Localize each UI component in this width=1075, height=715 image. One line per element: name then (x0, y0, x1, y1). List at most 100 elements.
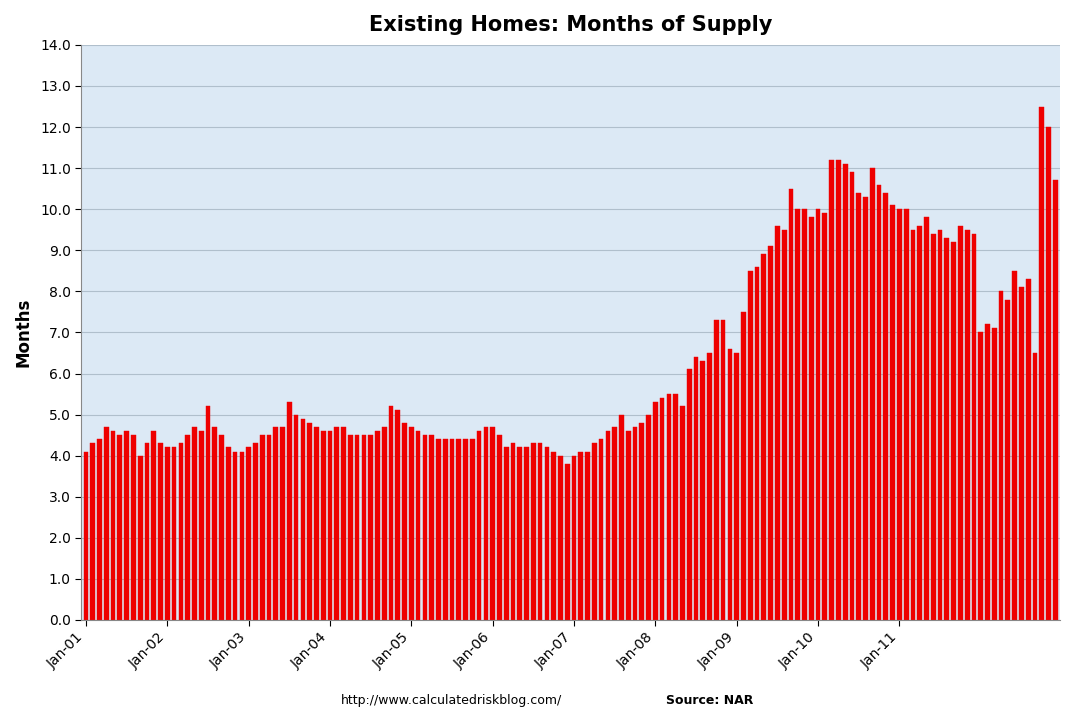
Bar (320, 431, 326, 620)
Bar (863, 197, 868, 620)
Bar (97, 439, 102, 620)
Bar (104, 427, 109, 620)
Bar (138, 455, 143, 620)
Bar (314, 427, 319, 620)
Bar (666, 394, 671, 620)
Bar (782, 230, 787, 620)
Bar (361, 435, 367, 620)
Bar (525, 448, 529, 620)
Bar (1046, 127, 1051, 620)
Bar (1052, 180, 1058, 620)
Bar (232, 452, 238, 620)
Bar (693, 357, 699, 620)
Bar (680, 406, 685, 620)
Bar (1019, 287, 1023, 620)
Bar (633, 427, 637, 620)
Bar (964, 230, 970, 620)
Bar (470, 439, 475, 620)
Bar (734, 353, 739, 620)
Bar (476, 431, 482, 620)
Bar (673, 394, 678, 620)
Bar (429, 435, 434, 620)
Bar (511, 443, 515, 620)
Bar (111, 431, 115, 620)
Bar (205, 406, 211, 620)
Bar (720, 320, 726, 620)
Bar (226, 448, 231, 620)
Bar (572, 455, 576, 620)
Bar (402, 423, 407, 620)
Bar (253, 443, 258, 620)
Bar (646, 415, 651, 620)
Bar (755, 267, 759, 620)
Bar (504, 448, 508, 620)
Bar (436, 439, 441, 620)
Bar (619, 415, 623, 620)
Title: Existing Homes: Months of Supply: Existing Homes: Months of Supply (369, 15, 772, 35)
Bar (84, 452, 88, 620)
Bar (707, 353, 712, 620)
Bar (416, 431, 420, 620)
Bar (897, 209, 902, 620)
Bar (422, 435, 427, 620)
Bar (125, 431, 129, 620)
Bar (564, 464, 570, 620)
Bar (1013, 271, 1017, 620)
Bar (307, 423, 312, 620)
Bar (605, 431, 611, 620)
Bar (334, 427, 339, 620)
Bar (924, 217, 929, 620)
Bar (382, 427, 387, 620)
Bar (836, 160, 841, 620)
Bar (904, 209, 908, 620)
Bar (728, 349, 732, 620)
Bar (463, 439, 468, 620)
Bar (843, 164, 847, 620)
Bar (1040, 107, 1044, 620)
Bar (131, 435, 135, 620)
Bar (558, 455, 563, 620)
Bar (999, 291, 1003, 620)
Bar (789, 189, 793, 620)
Bar (267, 435, 271, 620)
Bar (796, 209, 800, 620)
Bar (599, 439, 603, 620)
Bar (829, 160, 834, 620)
Bar (890, 205, 895, 620)
Bar (531, 443, 535, 620)
Bar (951, 242, 956, 620)
Bar (355, 435, 359, 620)
Bar (497, 435, 502, 620)
Bar (90, 443, 95, 620)
Bar (240, 452, 244, 620)
Bar (945, 238, 949, 620)
Bar (640, 423, 644, 620)
Bar (457, 439, 461, 620)
Bar (219, 435, 224, 620)
Bar (741, 312, 746, 620)
Bar (917, 226, 922, 620)
Bar (145, 443, 149, 620)
Bar (246, 448, 252, 620)
Bar (341, 427, 346, 620)
Bar (538, 443, 543, 620)
Bar (1033, 353, 1037, 620)
Bar (490, 427, 496, 620)
Y-axis label: Months: Months (15, 297, 33, 367)
Bar (273, 427, 278, 620)
Bar (761, 255, 766, 620)
Bar (626, 431, 631, 620)
Text: http://www.calculatedriskblog.com/: http://www.calculatedriskblog.com/ (341, 694, 562, 707)
Bar (822, 213, 827, 620)
Bar (396, 410, 400, 620)
Bar (164, 448, 170, 620)
Bar (687, 370, 691, 620)
Bar (592, 443, 597, 620)
Bar (281, 427, 285, 620)
Bar (408, 427, 414, 620)
Bar (857, 193, 861, 620)
Bar (158, 443, 163, 620)
Bar (328, 431, 332, 620)
Bar (178, 443, 183, 620)
Bar (517, 448, 522, 620)
